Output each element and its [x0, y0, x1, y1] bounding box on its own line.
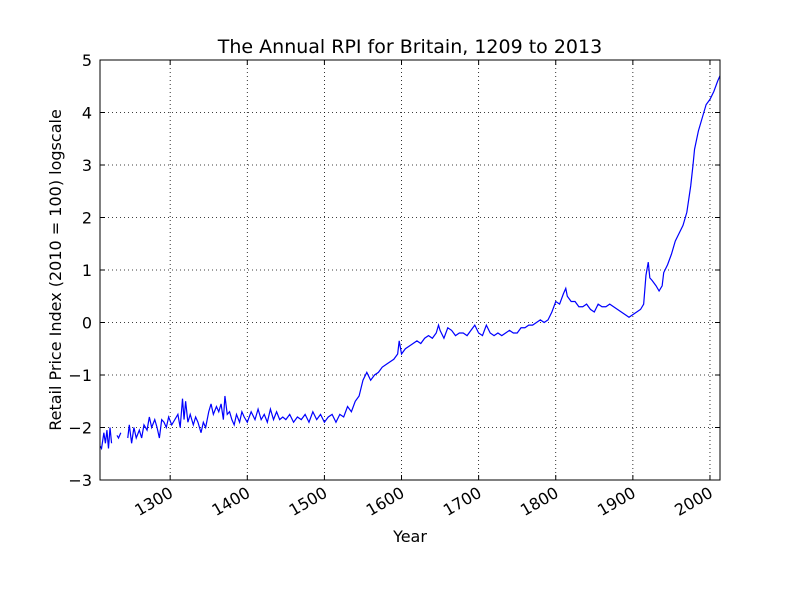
y-axis-label: Retail Price Index (2010 = 100) logscale — [46, 109, 65, 431]
plot-frame — [99, 59, 721, 481]
y-tick-label: 3 — [82, 156, 92, 175]
x-axis-label: Year — [392, 527, 427, 546]
y-tick-label: −1 — [68, 366, 92, 385]
y-tick-label: −2 — [68, 419, 92, 438]
y-tick-label: 4 — [82, 104, 92, 123]
y-tick-label: −3 — [68, 471, 92, 490]
data-line — [99, 75, 721, 451]
y-tick-label: 0 — [82, 314, 92, 333]
y-tick-label: 5 — [82, 51, 92, 70]
chart-title: The Annual RPI for Britain, 1209 to 2013 — [217, 36, 602, 58]
y-tick-label: 1 — [82, 261, 92, 280]
y-tick-label: 2 — [82, 209, 92, 228]
